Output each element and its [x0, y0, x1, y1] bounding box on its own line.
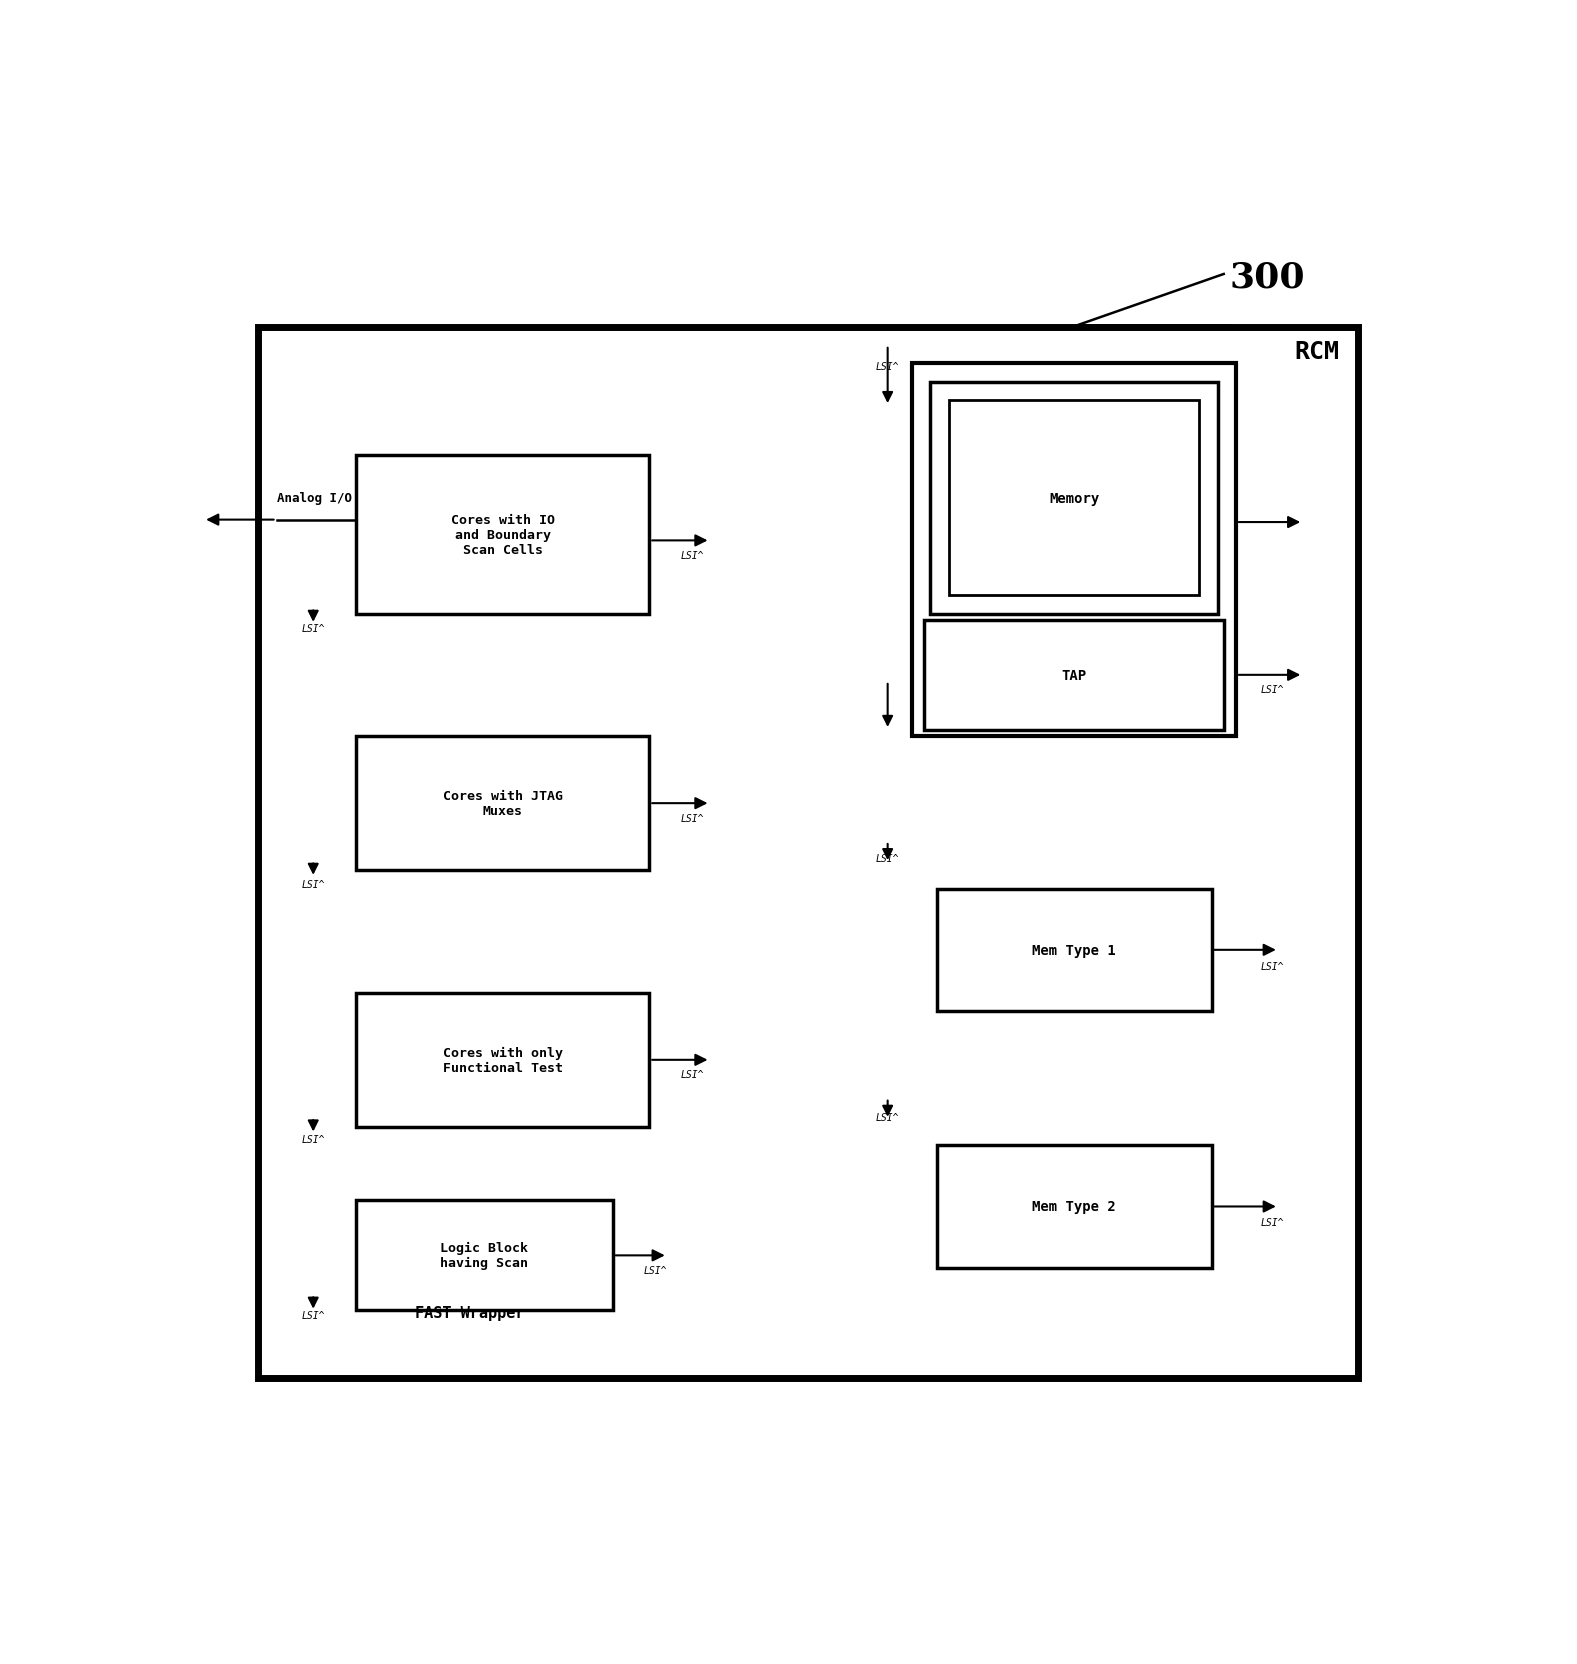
Text: LSI^: LSI^ [680, 814, 703, 824]
Bar [356, 1201, 612, 1311]
Text: LSI^: LSI^ [875, 361, 899, 371]
Bar [282, 1275, 399, 1353]
Text: Logic Block
having Scan: Logic Block having Scan [440, 1241, 528, 1270]
Text: Cores with IO
and Boundary
Scan Cells: Cores with IO and Boundary Scan Cells [451, 514, 555, 556]
Text: LSI^: LSI^ [1262, 686, 1284, 696]
Text: Mem Type 2: Mem Type 2 [1033, 1200, 1117, 1213]
Bar [930, 383, 1217, 614]
Bar [282, 438, 722, 632]
Bar [858, 346, 1309, 755]
Text: LSI^: LSI^ [1262, 1218, 1284, 1228]
Text: LSI^: LSI^ [301, 1311, 325, 1321]
Bar [356, 993, 650, 1127]
Bar [282, 957, 722, 1146]
Bar [924, 621, 1224, 730]
Text: Memory: Memory [1049, 491, 1099, 506]
Text: LSI^: LSI^ [680, 1070, 703, 1080]
Bar [949, 401, 1199, 596]
Text: TAP: TAP [1061, 669, 1087, 682]
Bar [937, 889, 1211, 1012]
Bar [937, 1146, 1211, 1268]
Bar [858, 840, 1309, 1030]
Bar [356, 456, 650, 614]
Text: LSI^: LSI^ [875, 1113, 899, 1123]
Text: LSI^: LSI^ [680, 551, 703, 561]
Bar [356, 737, 650, 870]
Text: Analog I/O: Analog I/O [276, 491, 352, 504]
Text: LSI^: LSI^ [301, 879, 325, 889]
Bar [259, 328, 1358, 1378]
Text: Mem Type 1: Mem Type 1 [1033, 943, 1117, 957]
Text: LSI^: LSI^ [301, 624, 325, 634]
Text: LSI^: LSI^ [1262, 962, 1284, 972]
Text: FAST Wrapper: FAST Wrapper [415, 1306, 524, 1321]
Text: Cores with JTAG
Muxes: Cores with JTAG Muxes [443, 790, 563, 817]
Text: RCM: RCM [1295, 339, 1340, 363]
Text: 300: 300 [1230, 260, 1306, 295]
Bar [858, 1097, 1309, 1286]
Text: LSI^: LSI^ [875, 854, 899, 864]
Bar [282, 701, 722, 889]
Text: LSI^: LSI^ [301, 1135, 325, 1145]
Bar [912, 364, 1236, 737]
Text: Cores with only
Functional Test: Cores with only Functional Test [443, 1047, 563, 1075]
Text: LSI^: LSI^ [643, 1265, 667, 1275]
